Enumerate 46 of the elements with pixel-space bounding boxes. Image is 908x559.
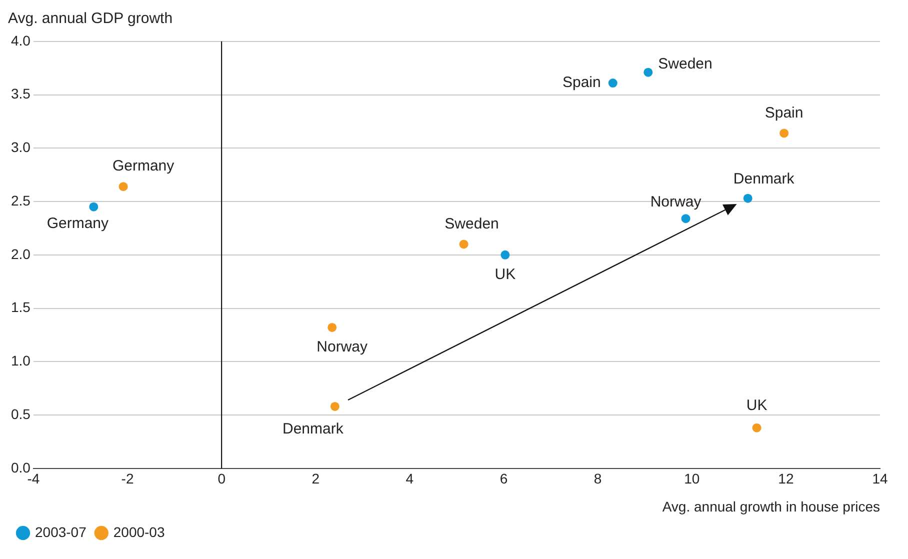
y-tick-label: 1.0 (10, 352, 31, 369)
annotation: Spain (764, 104, 804, 122)
y-tick-label: 4.0 (10, 32, 31, 48)
point (328, 322, 337, 332)
annotation: Germany (46, 215, 109, 232)
point (681, 214, 690, 224)
point (780, 128, 789, 138)
point (459, 240, 468, 249)
x-axis-title: Avg. annual growth in house prices (662, 498, 880, 514)
y-tick-label: 2.0 (10, 246, 31, 262)
annotation: Sweden (444, 215, 499, 232)
legend-label: 2003-07 (35, 524, 87, 540)
x-tick-label: 6 (500, 470, 508, 487)
annotation: Denmark (282, 420, 344, 438)
annotation: Norway (650, 194, 702, 211)
point (330, 402, 340, 411)
y-tick-label: 0.0 (10, 459, 31, 476)
annotation: Norway (316, 338, 368, 356)
y-axis-title: Avg. annual GDP growth (8, 9, 174, 29)
point (752, 423, 762, 432)
annotation: Germany (112, 158, 175, 175)
annotation: UK (746, 396, 768, 414)
x-tick-label: 8 (594, 470, 602, 487)
point (608, 78, 618, 88)
y-tick-label: 3.0 (10, 139, 31, 156)
point (118, 182, 128, 192)
point (644, 68, 653, 77)
x-tick-label: 0 (218, 470, 226, 487)
legend-label: 2000-03 (113, 524, 165, 540)
x-tick-label: 12 (778, 470, 794, 487)
y-tick-label: 2.5 (10, 192, 31, 208)
point (500, 250, 510, 260)
y-tick-label: 3.5 (10, 86, 31, 102)
x-tick-label: 2 (312, 470, 320, 487)
point (743, 194, 752, 203)
x-tick-label: 14 (872, 470, 888, 487)
x-tick-label: -2 (121, 470, 134, 487)
annotation: Sweden (658, 56, 712, 72)
annotation: UK (494, 266, 516, 284)
annotation: Spain (562, 74, 601, 92)
x-tick-label: 4 (406, 470, 414, 487)
y-tick-label: 1.5 (10, 299, 31, 316)
y-tick-label: 0.5 (10, 406, 31, 422)
point (89, 202, 98, 212)
x-tick-label: 10 (684, 470, 700, 487)
annotation: Denmark (733, 170, 795, 188)
